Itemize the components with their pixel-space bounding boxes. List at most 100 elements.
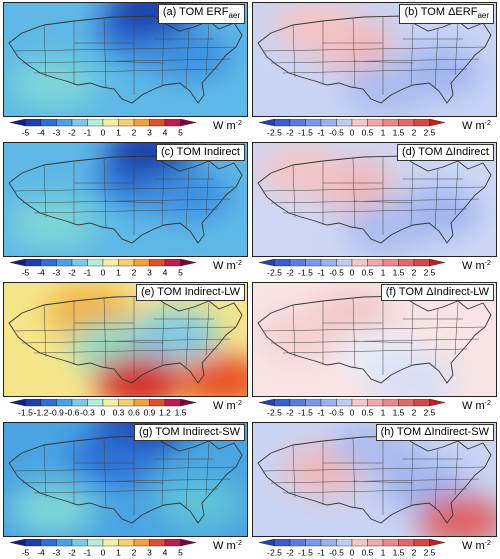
colorbar-tick-label: -1.5: [298, 268, 313, 278]
state-boundary: [21, 198, 231, 204]
colorbar-c: -5 -4 -3 -2 -1 0 1 2 3 4 5 W m-2: [6, 259, 245, 277]
colorbar-swatch: [180, 119, 197, 127]
panel-e: (e) TOM Indirect-LW -1.5 -1.2 -0.9 -0.6 -0.3 0…: [3, 282, 248, 417]
colorbar-unit-exponent: -2: [485, 120, 491, 127]
colorbar-tick-label: 5: [178, 268, 183, 278]
colorbar-g: -5 -4 -3 -2 -1 0 1 2 3 4 5 W m-2: [6, 539, 245, 557]
colorbar-tick-label: 1: [381, 128, 386, 138]
colorbar-tick-label: 1.2: [159, 408, 171, 418]
panel-label-main: (a) TOM ERF: [162, 6, 229, 18]
colorbar-swatch: [320, 539, 337, 547]
panel-label-main: (d) TOM ΔIndirect: [401, 146, 489, 158]
colorbar-tick-label: 0: [350, 268, 355, 278]
colorbar-tick-label: -1: [84, 268, 92, 278]
colorbar-tick-label: 1: [116, 548, 121, 558]
state-boundary: [13, 466, 237, 472]
colorbar-tick-label: -3: [53, 128, 61, 138]
colorbar-swatch: [25, 399, 42, 407]
colorbar-swatch: [118, 119, 135, 127]
state-boundary: [352, 17, 356, 89]
colorbar-swatch: [71, 399, 88, 407]
colorbar-swatch: [56, 539, 73, 547]
colorbar-swatch: [289, 259, 306, 267]
colorbar-swatch: [87, 539, 104, 547]
colorbar-swatch: [398, 399, 415, 407]
colorbar-swatch: [258, 399, 275, 407]
state-boundary: [103, 200, 165, 204]
colorbar-swatch: [351, 399, 368, 407]
state-boundary: [270, 478, 480, 484]
state-boundary: [410, 302, 414, 366]
panel-label-main: (b) TOM ΔERF: [404, 6, 478, 18]
colorbar-tick-label: 3: [147, 268, 152, 278]
state-boundary: [282, 488, 468, 494]
colorbar-tick-label: -4: [37, 128, 45, 138]
colorbar-tick-label: 2.5: [424, 548, 436, 558]
colorbar-swatch: [413, 119, 430, 127]
state-boundary: [103, 437, 107, 509]
colorbar-h: -2.5 -2 -1.5 -1 -0.5 0 0.5 1 1.5 2 2.5 W m-2: [255, 539, 494, 557]
colorbar-unit-exponent: -2: [236, 120, 242, 127]
colorbar-tick-label: 1.5: [393, 268, 405, 278]
colorbar-tick-label: 3: [147, 128, 152, 138]
colorbar-swatch: [367, 539, 384, 547]
colorbar-a: -5 -4 -3 -2 -1 0 1 2 3 4 5 W m-2: [6, 119, 245, 137]
colorbar-swatch: [25, 119, 42, 127]
colorbar-swatch: [289, 539, 306, 547]
colorbar-tick-label: 0: [101, 408, 106, 418]
colorbar-tick-label: -4: [37, 548, 45, 558]
colorbar-tick-label: 2: [412, 128, 417, 138]
colorbar-tick-label: -2: [286, 268, 294, 278]
colorbar-tick-label: 2: [412, 408, 417, 418]
state-boundary: [352, 60, 414, 64]
state-boundary: [103, 60, 165, 64]
colorbar-swatch: [305, 259, 322, 267]
state-boundary: [292, 24, 296, 78]
colorbar-tick-label: -0.6: [65, 408, 80, 418]
colorbar-tick-label: 0: [350, 408, 355, 418]
colorbar-tick-label: -0.5: [329, 128, 344, 138]
map-field-patch: [70, 432, 159, 483]
colorbar-swatch: [351, 119, 368, 127]
colorbar-b: -2.5 -2 -1.5 -1 -0.5 0 0.5 1 1.5 2 2.5 W m-2: [255, 119, 494, 137]
state-boundary: [43, 444, 47, 498]
colorbar-tick-label: 3: [147, 548, 152, 558]
map-field-patch: [270, 3, 359, 52]
colorbar-swatch: [149, 259, 166, 267]
state-boundary: [205, 22, 210, 76]
state-boundary: [262, 46, 486, 52]
colorbar-swatch: [56, 399, 73, 407]
colorbar-tick-label: -2.5: [267, 128, 282, 138]
colorbar-tick-label: 2: [412, 548, 417, 558]
colorbar-swatch: [398, 539, 415, 547]
colorbar-unit-exponent: -2: [485, 400, 491, 407]
state-boundary: [13, 46, 237, 52]
colorbar-tick-label: 0: [101, 268, 106, 278]
map-g: [3, 422, 248, 537]
colorbar-swatch: [133, 399, 150, 407]
colorbar-tick-label: 2.5: [424, 268, 436, 278]
state-boundary: [103, 157, 107, 229]
state-boundary: [205, 302, 210, 356]
state-boundary: [410, 162, 414, 226]
colorbar-swatch: [367, 259, 384, 267]
state-boundary: [103, 297, 107, 369]
map-f: [252, 282, 497, 397]
colorbar-swatch: [9, 399, 26, 407]
colorbar-swatch: [258, 119, 275, 127]
colorbar-tick-label: 0.6: [128, 408, 140, 418]
colorbar-swatch: [56, 119, 73, 127]
colorbar-unit-exponent: -2: [236, 260, 242, 267]
map-e: [3, 282, 248, 397]
colorbar-tick-label: -5: [22, 128, 30, 138]
state-boundary: [262, 186, 486, 192]
colorbar-swatch: [289, 399, 306, 407]
colorbar-swatch: [305, 119, 322, 127]
state-boundary: [262, 326, 486, 332]
colorbar-tick-label: 1: [381, 548, 386, 558]
map-field-patch: [368, 355, 457, 396]
colorbar-swatch: [336, 399, 353, 407]
colorbar-tick-label: -2.5: [267, 408, 282, 418]
map-field-patch: [8, 198, 98, 249]
colorbar-tick-label: -5: [22, 548, 30, 558]
